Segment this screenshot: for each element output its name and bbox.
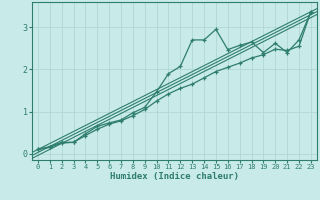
X-axis label: Humidex (Indice chaleur): Humidex (Indice chaleur) <box>110 172 239 181</box>
